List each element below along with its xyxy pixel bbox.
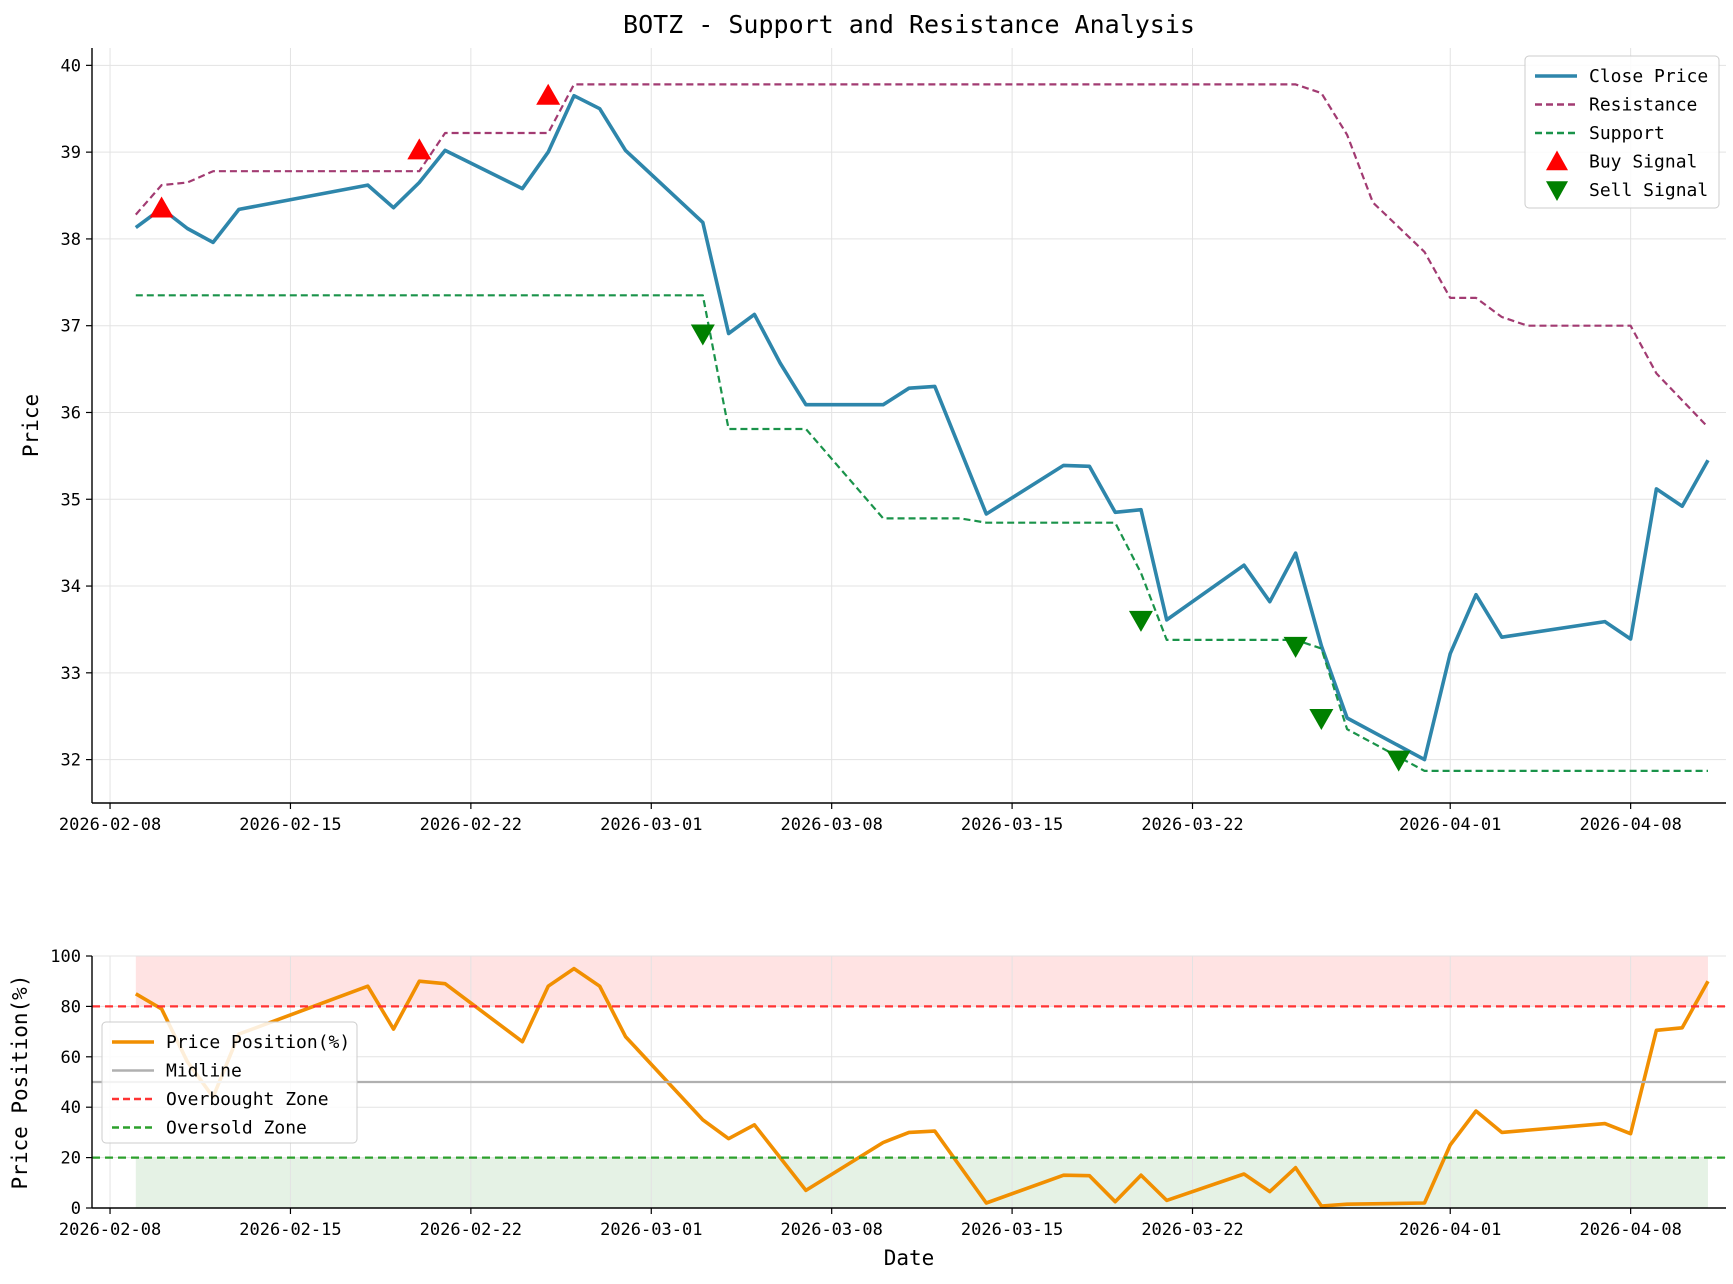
panel2-x-tick-label-4: 2026-03-08 — [781, 1220, 883, 1240]
panel2-y-tick-label-4: 80 — [61, 997, 81, 1017]
panel1-legend-item-3-label: Buy Signal — [1589, 152, 1697, 173]
panel2-x-tick-label-7: 2026-04-01 — [1399, 1220, 1501, 1240]
panel1-y-tick-label-0: 32 — [61, 751, 81, 771]
panel1-x-tick-label-5: 2026-03-15 — [961, 815, 1063, 835]
panel2-legend-item-0-label: Price Position(%) — [166, 1032, 350, 1053]
panel2-y-tick-label-3: 60 — [61, 1048, 81, 1068]
panel1-x-tick-label-1: 2026-02-15 — [239, 815, 341, 835]
panel2-legend-item-1-label: Midline — [166, 1061, 242, 1082]
panel1-x-tick-label-2: 2026-02-22 — [420, 815, 522, 835]
panel2-y-tick-label-1: 20 — [61, 1149, 81, 1169]
panel1-legend-item-4-label: Sell Signal — [1589, 180, 1708, 201]
panel2-x-tick-label-3: 2026-03-01 — [600, 1220, 702, 1240]
panel1-y-tick-label-2: 34 — [61, 577, 81, 597]
panel2-legend-item-3-label: Oversold Zone — [166, 1118, 307, 1139]
panel1-y-tick-label-7: 39 — [61, 143, 81, 163]
panel1-series-sell-signal-marker-3 — [1309, 708, 1334, 730]
panel1-series-sell-signal-marker-1 — [1128, 610, 1153, 632]
panel1-x-tick-label-0: 2026-02-08 — [59, 815, 161, 835]
panel1-x-tick-label-7: 2026-04-01 — [1399, 815, 1501, 835]
panel2-y-tick-label-0: 0 — [71, 1199, 81, 1219]
panel1-series-buy-signal-marker-0 — [149, 196, 174, 218]
panel1-title: BOTZ - Support and Resistance Analysis — [623, 10, 1195, 39]
panel2-x-tick-label-5: 2026-03-15 — [961, 1220, 1063, 1240]
panel1-legend-item-1-label: Resistance — [1589, 95, 1697, 116]
panel2-x-axis-label: Date — [884, 1246, 935, 1270]
panel1-y-tick-label-6: 38 — [61, 230, 81, 250]
panel1-legend-item-0-label: Close Price — [1589, 66, 1708, 87]
panel1-x-tick-label-4: 2026-03-08 — [781, 815, 883, 835]
panel2-x-tick-label-6: 2026-03-22 — [1141, 1220, 1243, 1240]
panel1-legend-item-3-swatch — [1546, 150, 1568, 171]
panel1-x-tick-label-8: 2026-04-08 — [1579, 815, 1681, 835]
panel1-y-tick-label-5: 37 — [61, 317, 81, 337]
panel1-x-tick-label-6: 2026-03-22 — [1141, 815, 1243, 835]
panel2-x-tick-label-0: 2026-02-08 — [59, 1220, 161, 1240]
panel2-x-tick-label-1: 2026-02-15 — [239, 1220, 341, 1240]
panel1-y-tick-label-1: 33 — [61, 664, 81, 684]
panel2-legend-item-2-label: Overbought Zone — [166, 1089, 329, 1110]
panel1-y-tick-label-8: 40 — [61, 56, 81, 76]
panel2-x-tick-label-8: 2026-04-08 — [1579, 1220, 1681, 1240]
panel1-series-sell-signal-marker-2 — [1283, 636, 1308, 658]
panel1-y-tick-label-3: 35 — [61, 490, 81, 510]
panel1-y-tick-label-4: 36 — [61, 403, 81, 423]
panel2-x-tick-label-2: 2026-02-22 — [420, 1220, 522, 1240]
panel1-x-tick-label-3: 2026-03-01 — [600, 815, 702, 835]
panel1-series-support-line — [135, 294, 1708, 772]
panel2-series-price-position-line — [134, 966, 1710, 1208]
panel1-legend-item-2-label: Support — [1589, 123, 1665, 144]
panel1-series-sell-signal-marker-0 — [690, 324, 715, 346]
panel2-y-tick-label-2: 40 — [61, 1098, 81, 1118]
panel1-series-sell-signal-marker-4 — [1386, 750, 1411, 772]
panel1-series-close-price-line — [134, 93, 1710, 762]
panel1-y-axis-label: Price — [19, 394, 43, 457]
panel2-y-axis-label: Price Position(%) — [8, 975, 32, 1190]
panel1-legend-item-4-swatch — [1546, 181, 1568, 201]
panel2-y-tick-label-5: 100 — [50, 947, 81, 967]
panel1-legend-box — [1524, 55, 1720, 209]
panel1-series-buy-signal-marker-1 — [407, 138, 432, 160]
panel1-series-buy-signal-marker-2 — [536, 83, 561, 105]
panel2-legend-box — [101, 1021, 358, 1144]
panel1-series-resistance-line — [134, 83, 1709, 428]
panel2-zone-0 — [135, 956, 1708, 1007]
panel2-zone-1 — [135, 1157, 1708, 1208]
